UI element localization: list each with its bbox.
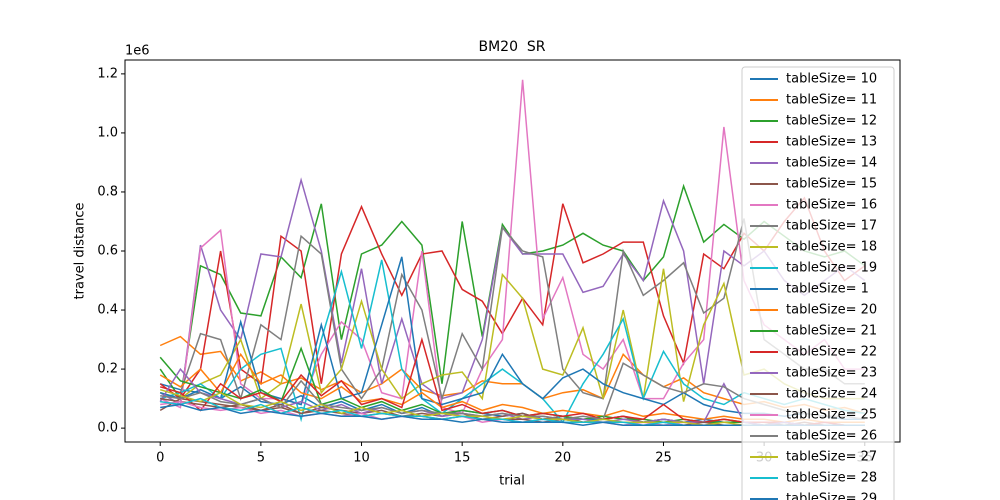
y-tick-label: 0.0 bbox=[97, 421, 118, 436]
y-tick-label: 1.0 bbox=[97, 125, 118, 140]
y-tick-label: 0.6 bbox=[97, 244, 118, 259]
x-tick-label: 25 bbox=[655, 451, 672, 466]
legend-label: tableSize= 20 bbox=[786, 303, 877, 318]
legend-label: tableSize= 13 bbox=[786, 135, 877, 150]
x-tick-label: 15 bbox=[454, 451, 471, 466]
legend-label: tableSize= 14 bbox=[786, 156, 877, 171]
legend-label: tableSize= 12 bbox=[786, 114, 877, 129]
legend-label: tableSize= 23 bbox=[786, 366, 877, 381]
legend-label: tableSize= 16 bbox=[786, 198, 877, 213]
y-tick-label: 0.2 bbox=[97, 362, 118, 377]
legend-label: tableSize= 17 bbox=[786, 219, 877, 234]
y-tick-label: 1.2 bbox=[97, 66, 118, 81]
legend-label: tableSize= 25 bbox=[786, 408, 877, 423]
legend-label: tableSize= 15 bbox=[786, 177, 877, 192]
legend-box bbox=[741, 66, 895, 500]
legend-label: tableSize= 28 bbox=[786, 471, 877, 486]
x-axis-label: trial bbox=[499, 474, 525, 489]
x-tick-label: 20 bbox=[555, 451, 572, 466]
axes-frame bbox=[124, 59, 901, 443]
y-tick-label: 0.4 bbox=[97, 303, 118, 318]
legend-label: tableSize= 26 bbox=[786, 429, 877, 444]
legend-label: tableSize= 29 bbox=[786, 492, 877, 500]
legend-label: tableSize= 21 bbox=[786, 324, 877, 339]
x-tick-label: 0 bbox=[156, 451, 164, 466]
legend-label: tableSize= 1 bbox=[786, 282, 869, 297]
chart-title: BM20 SR bbox=[478, 39, 545, 55]
legend: tableSize= 10 tableSize= 11 tableSize= 12 t… bbox=[741, 66, 895, 500]
legend-label: tableSize= 22 bbox=[786, 345, 877, 360]
x-tick-label: 10 bbox=[353, 451, 370, 466]
legend-label: tableSize= 24 bbox=[786, 387, 877, 402]
legend-label: tableSize= 27 bbox=[786, 450, 877, 465]
legend-label: tableSize= 11 bbox=[786, 93, 877, 108]
legend-label: tableSize= 19 bbox=[786, 261, 877, 276]
y-axis-label: travel distance bbox=[73, 203, 88, 300]
offset-text: 1e6 bbox=[125, 44, 150, 59]
legend-label: tableSize= 10 bbox=[786, 72, 877, 87]
x-tick-label: 5 bbox=[257, 451, 265, 466]
legend-label: tableSize= 18 bbox=[786, 240, 877, 255]
y-tick-label: 0.8 bbox=[97, 184, 118, 199]
